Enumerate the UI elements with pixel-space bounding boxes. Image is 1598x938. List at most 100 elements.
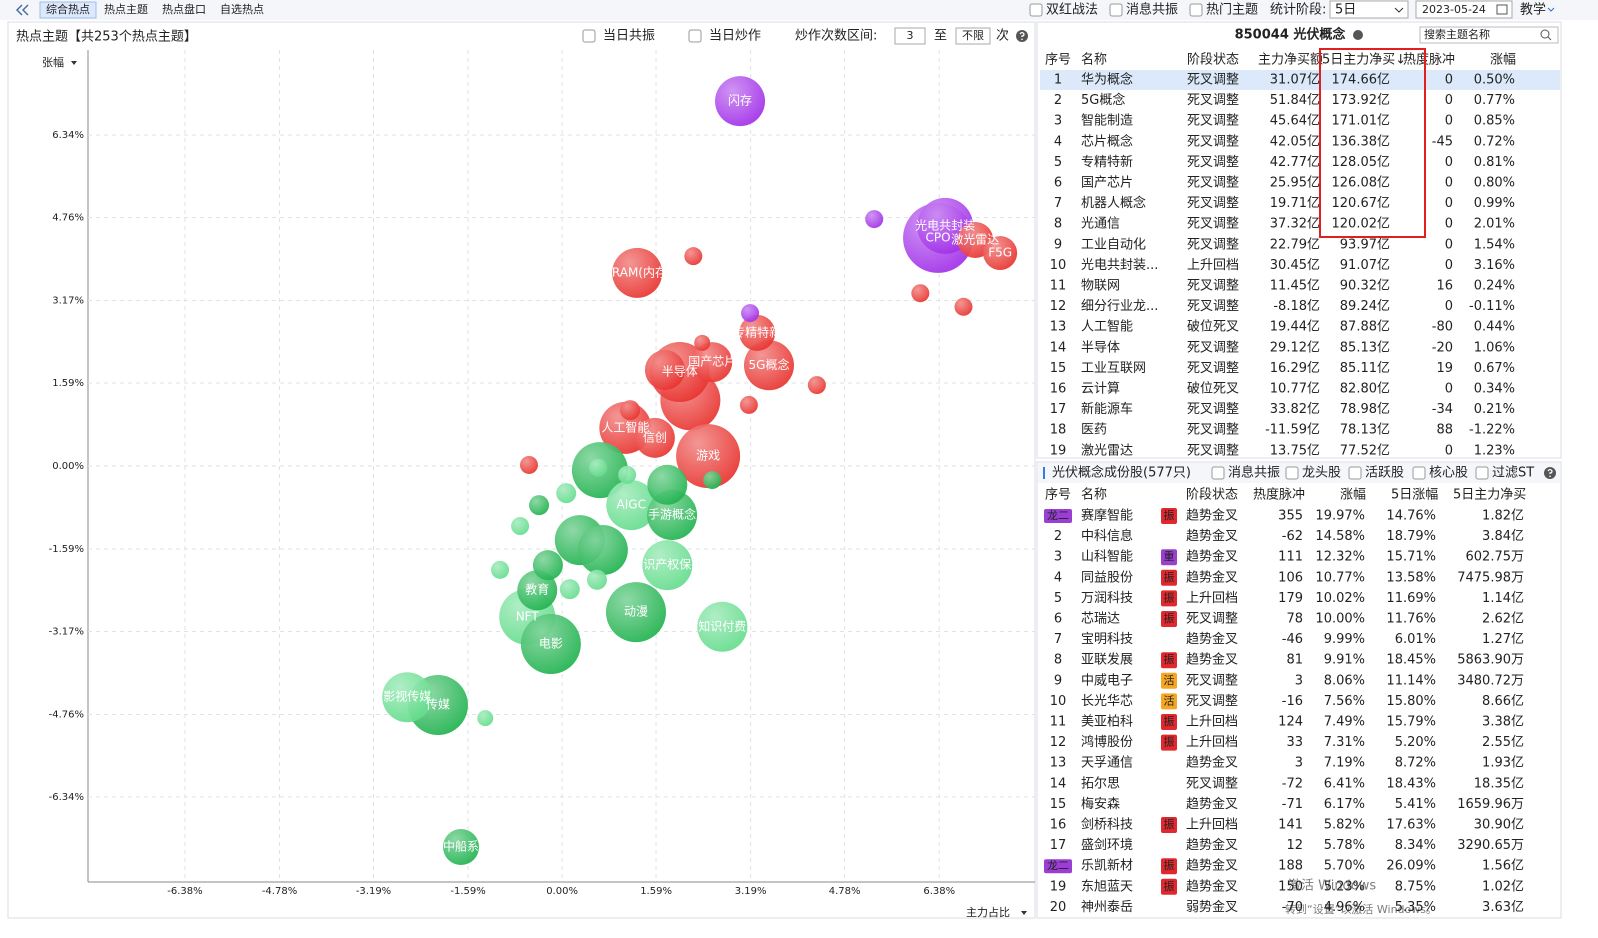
cell[interactable]: 专精特新 xyxy=(1081,154,1133,170)
date-input[interactable] xyxy=(1415,0,1513,19)
bubble[interactable] xyxy=(743,340,794,391)
stock-name[interactable]: 盛剑环境 xyxy=(1081,837,1133,853)
bubble[interactable] xyxy=(491,560,510,579)
bubble[interactable] xyxy=(519,455,538,474)
cell[interactable]: 国产芯片 xyxy=(1081,176,1133,191)
bubble[interactable] xyxy=(559,579,580,600)
cell[interactable]: 光通信 xyxy=(1081,217,1120,232)
checkbox[interactable] xyxy=(1211,466,1225,480)
bubble[interactable] xyxy=(443,829,480,866)
stock-name[interactable]: 长光华芯 xyxy=(1081,694,1133,709)
checkbox[interactable] xyxy=(1412,466,1426,480)
bubble[interactable] xyxy=(532,550,563,581)
stock-name[interactable]: 乐凯新材 xyxy=(1081,858,1133,874)
bubble[interactable] xyxy=(529,495,550,516)
checkbox[interactable] xyxy=(1475,466,1489,480)
stock-name[interactable]: 宝明科技 xyxy=(1081,632,1133,647)
stock-name[interactable]: 中科信息 xyxy=(1081,528,1133,544)
bubble[interactable] xyxy=(511,517,530,536)
stock-name[interactable]: 拓尔思 xyxy=(1081,776,1120,791)
bubble[interactable] xyxy=(739,395,758,414)
bubble[interactable] xyxy=(620,400,641,421)
bubble[interactable] xyxy=(644,349,685,390)
bubble[interactable] xyxy=(382,672,433,723)
stock-name[interactable]: 神州泰岳 xyxy=(1081,900,1133,915)
stock-name[interactable]: 鸿博股份 xyxy=(1081,734,1133,750)
tab[interactable] xyxy=(39,1,97,19)
bubble[interactable] xyxy=(911,284,930,303)
bubble[interactable] xyxy=(739,314,776,351)
bubble[interactable] xyxy=(586,569,607,590)
stock-name[interactable]: 同益股份 xyxy=(1081,570,1133,585)
cell[interactable]: 医药 xyxy=(1081,423,1107,438)
bubble[interactable] xyxy=(605,582,666,643)
bubble[interactable] xyxy=(606,480,657,531)
cell[interactable]: 物联网 xyxy=(1081,279,1120,294)
cell[interactable]: 5G概念 xyxy=(1081,92,1125,108)
cell[interactable]: 智能制造 xyxy=(1081,114,1133,129)
cell[interactable]: 芯片概念 xyxy=(1081,133,1133,149)
stock-name[interactable]: 亚联发展 xyxy=(1081,652,1133,668)
checkbox[interactable] xyxy=(582,29,596,43)
cell[interactable]: 工业互联网 xyxy=(1081,361,1146,376)
bubble[interactable] xyxy=(517,570,558,611)
bubble[interactable] xyxy=(741,304,760,323)
checkbox[interactable] xyxy=(688,29,702,43)
checkbox[interactable] xyxy=(1109,3,1123,17)
tab[interactable] xyxy=(98,2,154,18)
bubble[interactable] xyxy=(676,424,741,489)
cell[interactable]: 机器人概念 xyxy=(1081,195,1146,211)
stock-name[interactable]: 中威电子 xyxy=(1081,673,1133,688)
bubble[interactable] xyxy=(618,465,637,484)
bubble[interactable] xyxy=(703,471,722,490)
cell[interactable]: 光电共封装... xyxy=(1081,258,1158,273)
bubble[interactable] xyxy=(589,458,608,477)
bubble[interactable] xyxy=(520,613,581,674)
checkbox[interactable] xyxy=(1348,466,1362,480)
bubble[interactable] xyxy=(865,210,884,229)
stock-name[interactable]: 山科智能 xyxy=(1081,550,1133,565)
bubble[interactable] xyxy=(807,376,826,395)
bubble[interactable] xyxy=(684,247,703,266)
bubble[interactable] xyxy=(692,342,733,383)
bubble[interactable] xyxy=(642,540,693,591)
cell[interactable]: 新能源车 xyxy=(1081,401,1133,417)
checkbox[interactable] xyxy=(1285,466,1299,480)
y-tick-label: 3.17% xyxy=(52,296,84,307)
bubble[interactable] xyxy=(612,247,663,298)
bubble[interactable] xyxy=(694,334,711,351)
stock-name[interactable]: 天孚通信 xyxy=(1081,756,1133,771)
tab[interactable] xyxy=(214,2,270,18)
cell[interactable]: 工业自动化 xyxy=(1081,237,1146,252)
stock-name[interactable]: 美亚柏科 xyxy=(1081,715,1133,730)
stock-name[interactable]: 东旭蓝天 xyxy=(1081,879,1133,894)
cell[interactable]: 云计算 xyxy=(1081,382,1120,397)
bubble[interactable] xyxy=(697,601,748,652)
cell[interactable]: 细分行业龙... xyxy=(1081,299,1158,314)
bubble[interactable] xyxy=(477,710,494,727)
bubble[interactable] xyxy=(556,483,577,504)
bubble[interactable] xyxy=(634,417,675,458)
cell[interactable]: 华为概念 xyxy=(1081,72,1133,88)
bubble[interactable] xyxy=(715,76,766,127)
stock-name[interactable]: 赛摩智能 xyxy=(1081,508,1133,524)
cell[interactable]: 半导体 xyxy=(1081,340,1120,355)
bubble[interactable] xyxy=(577,525,628,576)
cell[interactable]: 人工智能 xyxy=(1081,320,1133,335)
stock-name[interactable]: 剑桥科技 xyxy=(1081,817,1133,833)
period-select[interactable] xyxy=(1329,0,1409,19)
range-to-input[interactable] xyxy=(955,27,991,45)
bubble[interactable] xyxy=(983,236,1018,271)
cell[interactable]: 激光雷达 xyxy=(1081,443,1133,458)
collapse-icon[interactable] xyxy=(15,4,29,16)
tab[interactable] xyxy=(156,2,212,18)
bubble[interactable] xyxy=(954,297,973,316)
checkbox[interactable] xyxy=(1189,3,1203,17)
bubble[interactable] xyxy=(647,464,688,505)
stock-name[interactable]: 万润科技 xyxy=(1081,591,1133,606)
range-from-input[interactable] xyxy=(894,27,926,45)
search-box[interactable] xyxy=(1419,26,1559,44)
checkbox[interactable] xyxy=(1029,3,1043,17)
stock-name[interactable]: 芯瑞达 xyxy=(1081,612,1120,627)
stock-name[interactable]: 梅安森 xyxy=(1081,797,1120,812)
